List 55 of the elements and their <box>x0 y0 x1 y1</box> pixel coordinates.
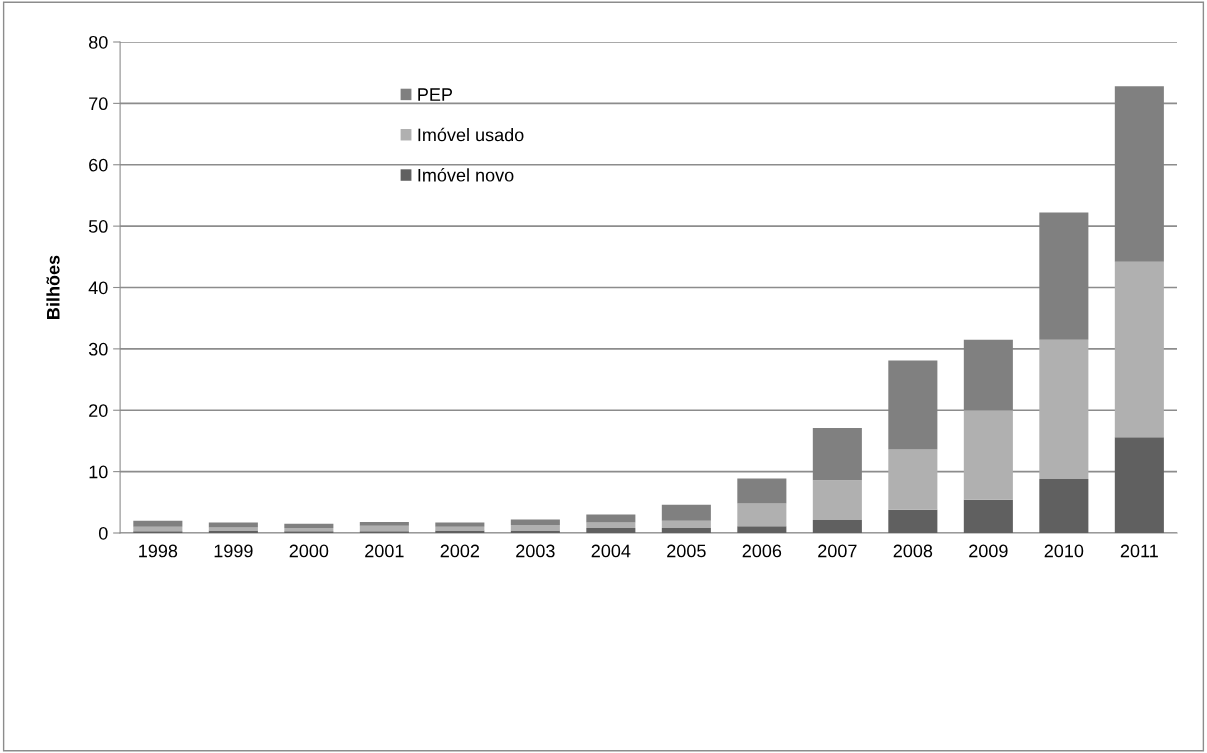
bar <box>586 514 636 523</box>
x-tick-label: 2008 <box>893 544 933 558</box>
x-tick-label: 2001 <box>365 544 404 558</box>
bar <box>888 509 938 533</box>
bar <box>737 503 787 527</box>
y-tick-label: 10 <box>89 465 108 479</box>
legend-label: Imóvel usado <box>418 127 524 142</box>
bar <box>812 480 862 521</box>
y-tick-label: 20 <box>89 404 108 417</box>
bar <box>737 478 787 504</box>
bar <box>812 520 862 533</box>
legend-label: PEP <box>418 88 453 101</box>
x-tick-label: 1998 <box>139 544 178 558</box>
bar <box>963 499 1013 533</box>
bar <box>661 528 711 533</box>
bar <box>661 520 711 529</box>
x-tick-label: 2000 <box>289 544 329 558</box>
x-tick-label: 2006 <box>742 544 782 558</box>
y-tick-label: 50 <box>88 220 108 233</box>
y-tick-label: 80 <box>88 35 108 49</box>
bar <box>284 523 334 529</box>
y-tick-label: 70 <box>89 97 108 111</box>
y-axis-title: Bilhões <box>46 255 60 319</box>
x-tick-label: 1999 <box>214 544 253 558</box>
bar <box>1039 478 1089 533</box>
y-tick-label: 0 <box>98 526 108 540</box>
bar <box>1114 437 1164 533</box>
bar <box>737 526 787 533</box>
x-tick-label: 2003 <box>516 544 555 558</box>
x-tick-label: 2010 <box>1044 544 1084 558</box>
bar <box>586 528 636 533</box>
x-tick-label: 2009 <box>969 544 1008 558</box>
bar <box>888 449 938 510</box>
bar <box>510 525 560 531</box>
y-tick-label: 60 <box>89 158 108 172</box>
bar <box>661 504 711 521</box>
bar <box>359 521 409 526</box>
x-tick-label: 2002 <box>440 544 480 558</box>
bar <box>1114 261 1164 438</box>
x-tick-label: 2011 <box>1120 544 1158 558</box>
bar <box>963 410 1013 500</box>
bar <box>359 525 409 532</box>
x-tick-label: 2004 <box>591 544 631 558</box>
bar <box>435 526 485 531</box>
bar <box>435 522 485 527</box>
x-tick-label: 2005 <box>667 544 706 558</box>
x-tick-label: 2007 <box>818 544 857 558</box>
bar <box>510 519 560 526</box>
legend-label: Imóvel novo <box>418 168 514 182</box>
bar <box>1039 339 1089 479</box>
y-tick-label: 30 <box>88 342 108 356</box>
bar <box>133 520 183 527</box>
bar <box>133 526 183 532</box>
y-tick-label: 40 <box>88 281 108 295</box>
bar <box>586 522 636 529</box>
